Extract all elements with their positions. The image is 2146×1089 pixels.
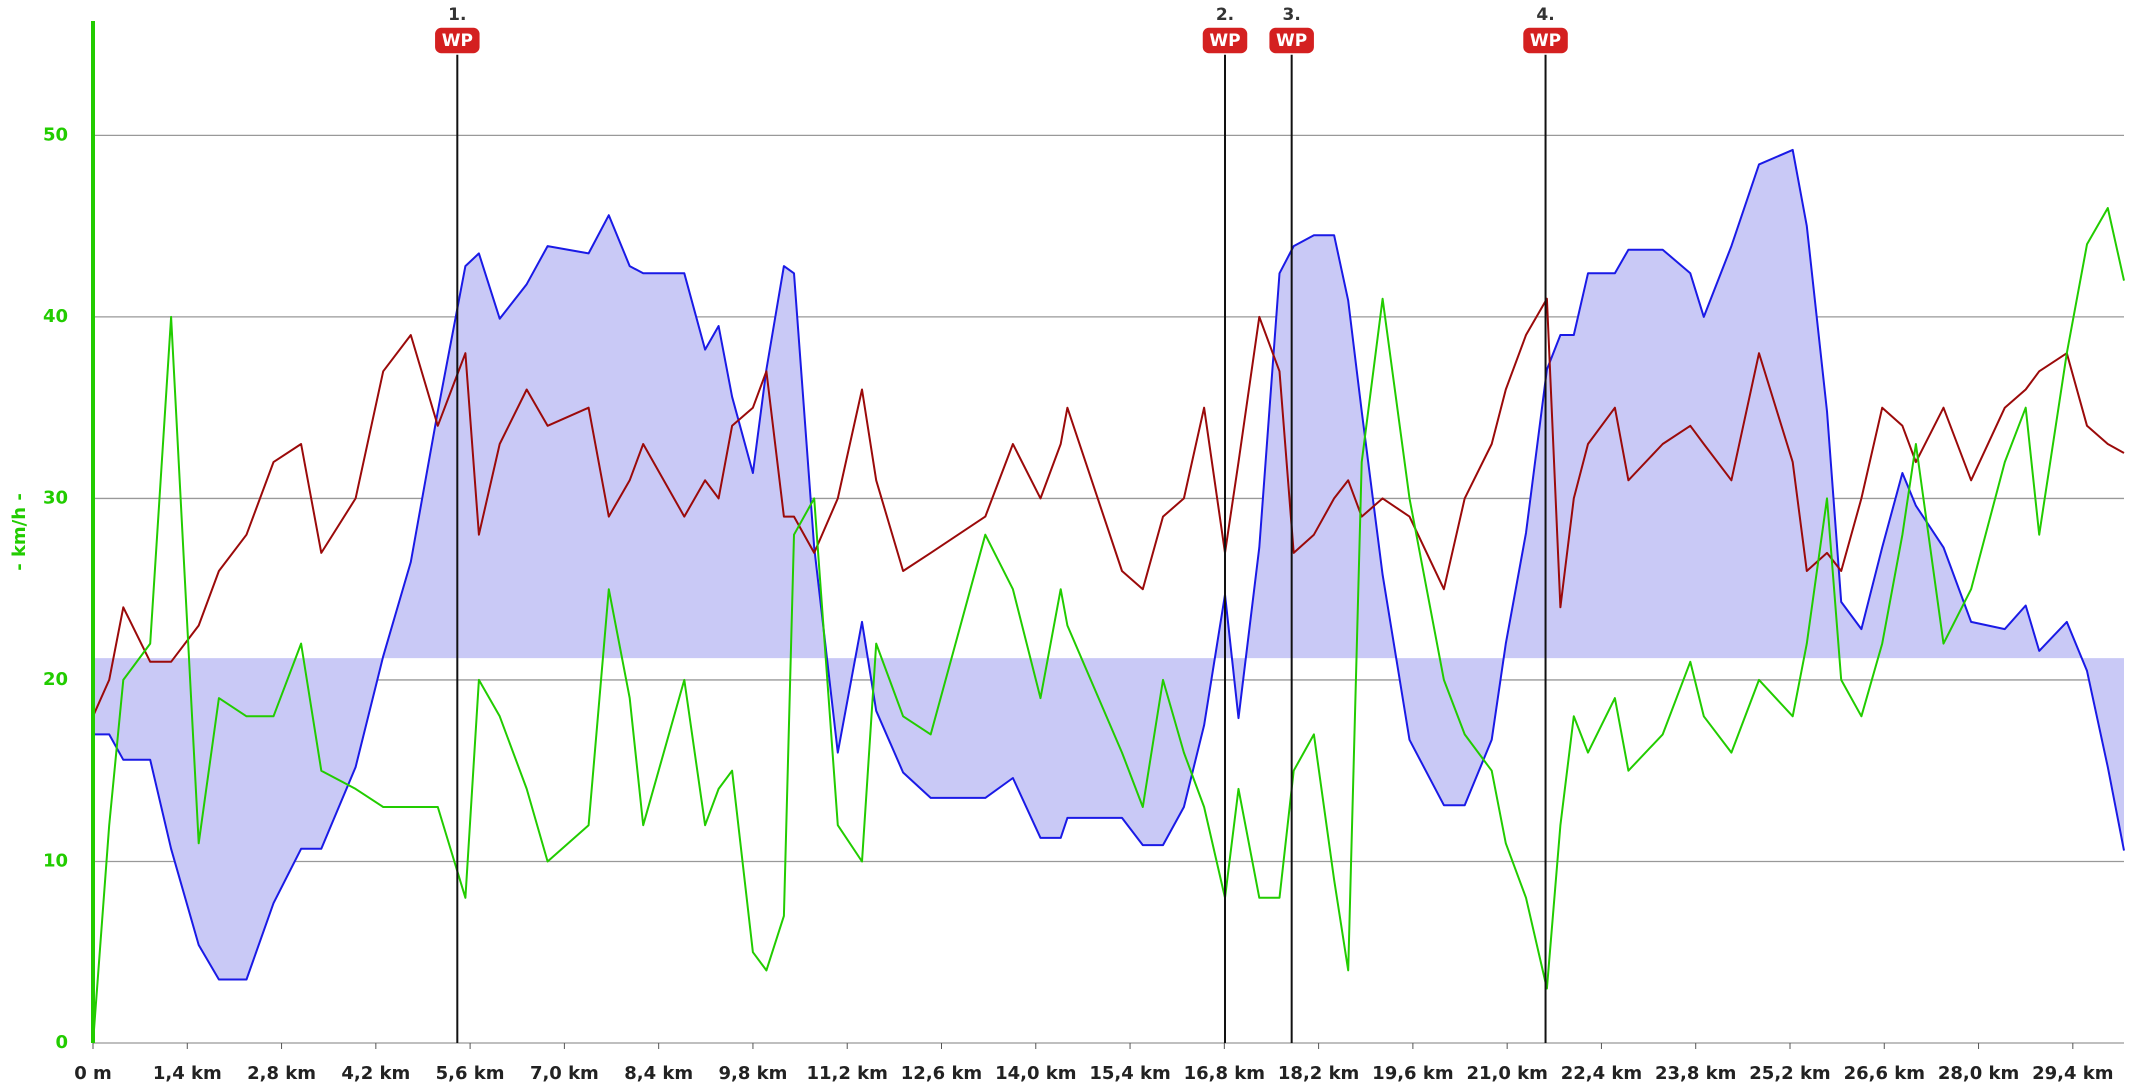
x-tick-label: 2,8 km (247, 1063, 316, 1084)
x-tick-label: 28,0 km (1938, 1063, 2019, 1084)
waypoint-badge-text: WP (442, 31, 473, 51)
y-tick-label: 0 (55, 1032, 68, 1053)
waypoint-badge (1267, 26, 1316, 55)
x-tick-label: 29,4 km (2032, 1063, 2113, 1084)
x-tick-label: 8,4 km (624, 1063, 693, 1084)
series-line (93, 148, 2125, 981)
series-line (92, 207, 2125, 1044)
x-tick-label: 11,2 km (807, 1063, 888, 1084)
waypoint-label: 4. (1536, 5, 1554, 25)
x-tick-label: 7,0 km (530, 1063, 599, 1084)
waypoint-badge (1201, 26, 1249, 55)
x-tick-label: 1,4 km (153, 1063, 222, 1084)
x-tick-label: 25,2 km (1749, 1063, 1830, 1084)
waypoint-badge-text: WP (1530, 31, 1561, 51)
x-tick-label: 22,4 km (1561, 1063, 1642, 1084)
area-fill (93, 149, 2124, 980)
waypoint-label: 1. (448, 5, 466, 25)
x-tick-label: 5,6 km (436, 1063, 505, 1084)
y-tick-label: 10 (43, 850, 68, 871)
x-tick-label: 4,2 km (341, 1063, 410, 1084)
waypoint-badge (1521, 26, 1570, 55)
x-tick-label: 12,6 km (901, 1063, 982, 1084)
x-tick-label: 23,8 km (1655, 1063, 1736, 1084)
waypoint-badge-text: WP (1276, 31, 1307, 51)
x-tick-label: 15,4 km (1089, 1063, 1170, 1084)
x-tick-label: 9,8 km (718, 1063, 787, 1084)
y-tick-label: 30 (43, 487, 68, 508)
x-tick-label: 16,8 km (1184, 1063, 1265, 1084)
waypoint-badge-text: WP (1209, 31, 1240, 51)
x-tick-label: 14,0 km (995, 1063, 1076, 1084)
x-tick-label: 26,6 km (1844, 1063, 1925, 1084)
y-tick-label: 20 (43, 669, 68, 690)
series-line (92, 297, 2125, 717)
y-axis-label: - km/h - (9, 493, 30, 571)
x-tick-label: 21,0 km (1466, 1063, 1547, 1084)
y-tick-label: 40 (43, 306, 68, 327)
waypoint-label: 2. (1216, 5, 1234, 25)
waypoint-badge (433, 26, 482, 55)
x-tick-label: 0 m (74, 1063, 112, 1084)
x-tick-label: 19,6 km (1372, 1063, 1453, 1084)
x-tick-label: 18,2 km (1278, 1063, 1359, 1084)
y-tick-label: 50 (43, 124, 68, 145)
waypoint-label: 3. (1283, 5, 1301, 25)
